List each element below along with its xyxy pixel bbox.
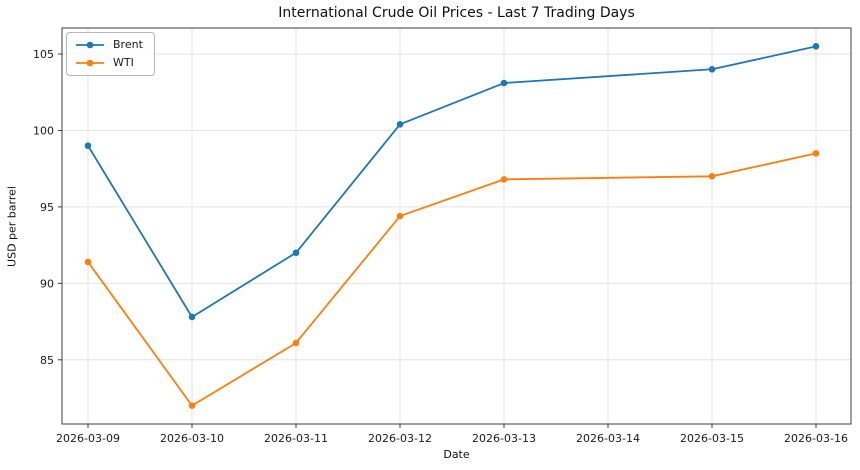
chart-title: International Crude Oil Prices - Last 7 … <box>278 5 635 21</box>
brent-marker <box>500 79 508 87</box>
legend-item-brent: Brent <box>75 38 143 52</box>
wti-marker <box>188 402 196 409</box>
x-tick-label: 2026-03-15 <box>680 432 744 445</box>
wti-marker <box>812 150 820 157</box>
brent-marker <box>188 313 196 321</box>
wti-marker <box>84 258 92 266</box>
legend-label-wti: WTI <box>113 56 134 69</box>
y-tick-label: 90 <box>40 277 54 290</box>
brent-marker <box>708 65 716 73</box>
x-tick-label: 2026-03-09 <box>56 432 120 445</box>
y-tick-label: 105 <box>33 48 54 61</box>
x-tick-label: 2026-03-11 <box>264 432 328 445</box>
x-tick-label: 2026-03-16 <box>784 432 848 445</box>
x-tick-label: 2026-03-13 <box>472 432 536 445</box>
brent-line-sample-icon <box>76 41 104 49</box>
x-axis-label: Date <box>443 448 470 461</box>
brent-line <box>87 45 817 318</box>
y-tick-label: 100 <box>33 124 54 137</box>
wti-marker <box>396 212 404 220</box>
y-tick-label: 85 <box>40 354 54 367</box>
legend: Brent WTI <box>66 32 155 76</box>
plot-border <box>61 27 852 425</box>
legend-item-wti: WTI <box>75 56 143 70</box>
wti-marker <box>708 173 716 180</box>
x-tick-label: 2026-03-14 <box>576 432 640 445</box>
wti-line-sample-icon <box>76 59 104 67</box>
brent-marker <box>396 121 404 128</box>
brent-marker <box>292 249 300 257</box>
legend-label-brent: Brent <box>113 38 143 51</box>
x-tick-label: 2026-03-12 <box>368 432 432 445</box>
wti-line <box>87 152 817 407</box>
wti-marker <box>292 339 300 347</box>
brent-marker <box>812 43 820 50</box>
brent-marker <box>84 142 92 150</box>
wti-marker <box>500 176 508 183</box>
x-tick-label: 2026-03-10 <box>160 432 224 445</box>
y-tick-label: 95 <box>40 201 54 214</box>
